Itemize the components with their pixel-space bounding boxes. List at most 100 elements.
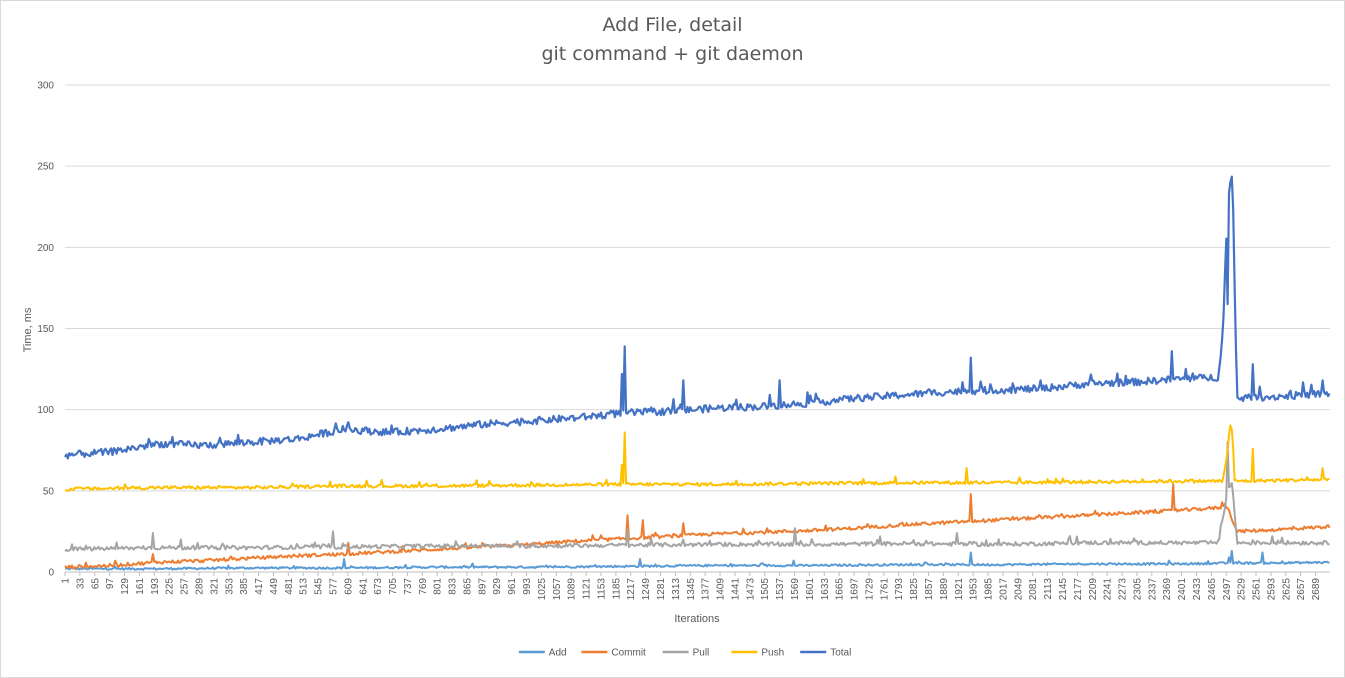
x-axis-label: Iterations [674,613,720,625]
series-line-push [64,424,1330,492]
x-tick-label: 737 [403,578,414,595]
y-tick-label: 50 [43,486,55,497]
x-tick-label: 2401 [1177,578,1188,601]
legend-label-total: Total [830,648,851,659]
x-tick-label: 1217 [626,578,637,601]
x-tick-label: 2241 [1103,578,1114,601]
x-tick-label: 961 [507,578,518,595]
x-tick-label: 1473 [745,578,756,601]
x-tick-label: 1441 [730,578,741,601]
x-tick-label: 1761 [879,578,890,601]
y-tick-label: 100 [37,405,54,416]
legend-label-add: Add [549,648,567,659]
x-tick-label: 1633 [820,578,831,601]
x-tick-label: 705 [388,578,399,595]
x-tick-label: 417 [254,578,265,595]
x-tick-label: 1569 [790,578,801,601]
x-tick-label: 2657 [1296,578,1307,601]
chart-subtitle: git command + git daemon [541,43,804,65]
x-tick-label: 2209 [1088,578,1099,601]
chart-title: Add File, detail [602,14,743,36]
series-line-pull [64,441,1330,553]
x-tick-label: 1697 [850,578,861,601]
x-tick-label: 1313 [671,578,682,601]
x-tick-label: 1345 [686,578,697,601]
legend: Add Commit Pull Push Total [518,648,851,659]
x-tick-label: 2017 [998,578,1009,601]
x-tick-label: 993 [522,578,533,595]
x-tick-label: 2337 [1147,578,1158,601]
x-tick-label: 513 [299,578,310,595]
x-tick-label: 33 [75,578,86,590]
legend-label-commit: Commit [611,648,646,659]
x-tick-label: 1857 [924,578,935,601]
series-lines [64,175,1331,571]
x-tick-label: 2113 [1043,578,1054,600]
x-tick-label: 641 [358,578,369,595]
x-tick-label: 1185 [611,578,622,600]
x-tick-label: 321 [209,578,220,595]
x-tick-label: 1665 [835,578,846,601]
series-line-add [65,549,1330,571]
x-tick-label: 2145 [1058,578,1069,601]
x-tick-label: 2081 [1028,578,1039,601]
x-tick-label: 2369 [1162,578,1173,601]
x-tick-label: 1953 [969,578,980,601]
x-tick-label: 2433 [1192,578,1203,601]
x-tick-label: 2689 [1311,578,1322,601]
x-tick-label: 2465 [1207,578,1218,601]
y-axis-label: Time, ms [22,307,34,352]
x-tick-label: 1025 [537,578,548,601]
y-axis-ticks: 0 50 100 150 200 250 300 [37,81,54,579]
x-tick-label: 289 [194,578,205,595]
x-tick-label: 897 [477,578,488,595]
x-tick-label: 2177 [1073,578,1084,601]
gridlines [65,84,1330,573]
x-tick-label: 1121 [582,578,593,600]
y-tick-label: 200 [37,243,54,254]
x-tick-label: 1505 [760,578,771,601]
x-tick-label: 2593 [1266,578,1277,601]
x-tick-label: 801 [433,578,444,595]
x-tick-label: 1057 [552,578,563,601]
x-tick-label: 97 [105,578,116,590]
x-tick-label: 1889 [939,578,950,601]
x-tick-label: 1985 [984,578,995,601]
x-tick-label: 193 [150,578,161,595]
x-tick-label: 1281 [656,578,667,601]
x-tick-label: 2273 [1118,578,1129,601]
y-tick-label: 0 [48,568,54,579]
x-tick-label: 1153 [596,578,607,600]
x-tick-label: 1537 [775,578,786,601]
x-tick-label: 769 [418,578,429,595]
x-tick-label: 1793 [894,578,905,601]
series-line-total [64,175,1331,460]
x-tick-label: 2049 [1013,578,1024,601]
x-tick-label: 385 [239,578,250,595]
x-tick-label: 1 [61,578,72,584]
x-tick-label: 2529 [1237,578,1248,601]
y-tick-label: 150 [37,324,54,335]
x-tick-label: 1249 [641,578,652,601]
x-tick-label: 257 [180,578,191,595]
x-tick-label: 865 [462,578,473,595]
x-tick-label: 1089 [567,578,578,601]
legend-label-push: Push [761,648,784,659]
y-tick-label: 300 [37,81,54,92]
x-tick-label: 577 [328,578,339,595]
x-tick-label: 2625 [1281,578,1292,601]
x-tick-label: 609 [343,578,354,595]
x-tick-label: 2305 [1132,578,1143,601]
x-tick-label: 2561 [1252,578,1263,601]
y-tick-label: 250 [37,162,54,173]
x-tick-label: 1921 [954,578,965,601]
x-tick-label: 65 [90,578,101,590]
x-tick-label: 673 [373,578,384,595]
x-tick-label: 1729 [864,578,875,601]
x-tick-label: 2497 [1222,578,1233,601]
x-tick-label: 353 [224,578,235,595]
x-tick-label: 161 [135,578,146,595]
series-line-commit [64,483,1331,570]
x-tick-label: 225 [165,578,176,595]
